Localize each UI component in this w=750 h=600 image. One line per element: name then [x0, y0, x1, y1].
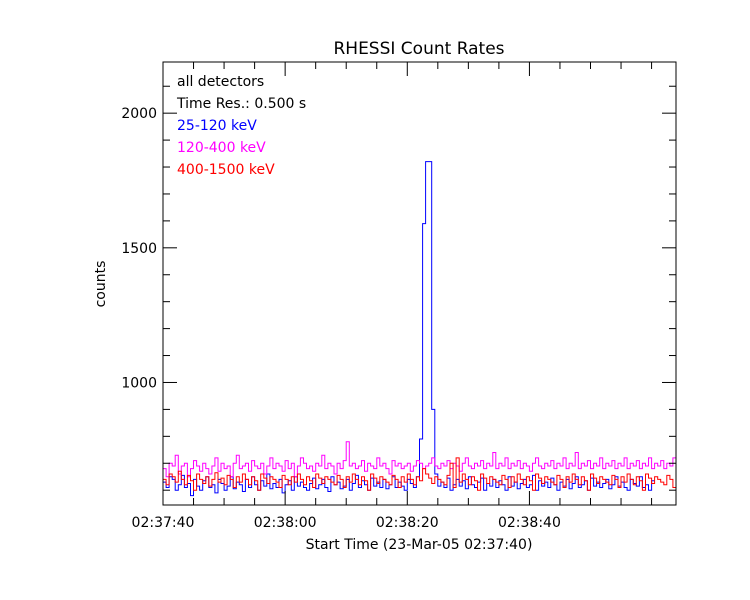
x-axis-label: Start Time (23-Mar-05 02:37:40): [306, 537, 533, 553]
x-tick-label: 02:37:40: [132, 515, 195, 531]
y-tick-label: 1000: [121, 375, 157, 391]
series-line-1: [163, 441, 676, 478]
x-tick-label: 02:38:40: [498, 515, 561, 531]
legend-entry: 400-1500 keV: [177, 162, 275, 178]
legend: all detectors Time Res.: 0.500 s 25-120 ke…: [176, 74, 306, 178]
y-axis-label: counts: [93, 261, 109, 308]
plot-frame: [162, 61, 677, 506]
x-axis-ticks: 02:37:40 02:38:00 02:38:20 02:38:40: [132, 62, 653, 531]
legend-entry: Time Res.: 0.500 s: [176, 96, 306, 112]
y-tick-label: 1500: [121, 241, 157, 257]
legend-entry: 120-400 keV: [177, 140, 266, 156]
legend-entry: all detectors: [177, 74, 264, 90]
series-line-2: [163, 457, 676, 491]
chart-title: RHESSI Count Rates: [333, 39, 504, 59]
legend-entry: 25-120 keV: [177, 118, 257, 134]
x-tick-label: 02:38:00: [254, 515, 317, 531]
x-tick-label: 02:38:20: [376, 515, 439, 531]
series-layer: [163, 161, 676, 497]
y-tick-label: 2000: [121, 106, 157, 122]
series-line-0: [163, 161, 655, 497]
y-axis-ticks: 1000 1500 2000: [121, 85, 676, 491]
